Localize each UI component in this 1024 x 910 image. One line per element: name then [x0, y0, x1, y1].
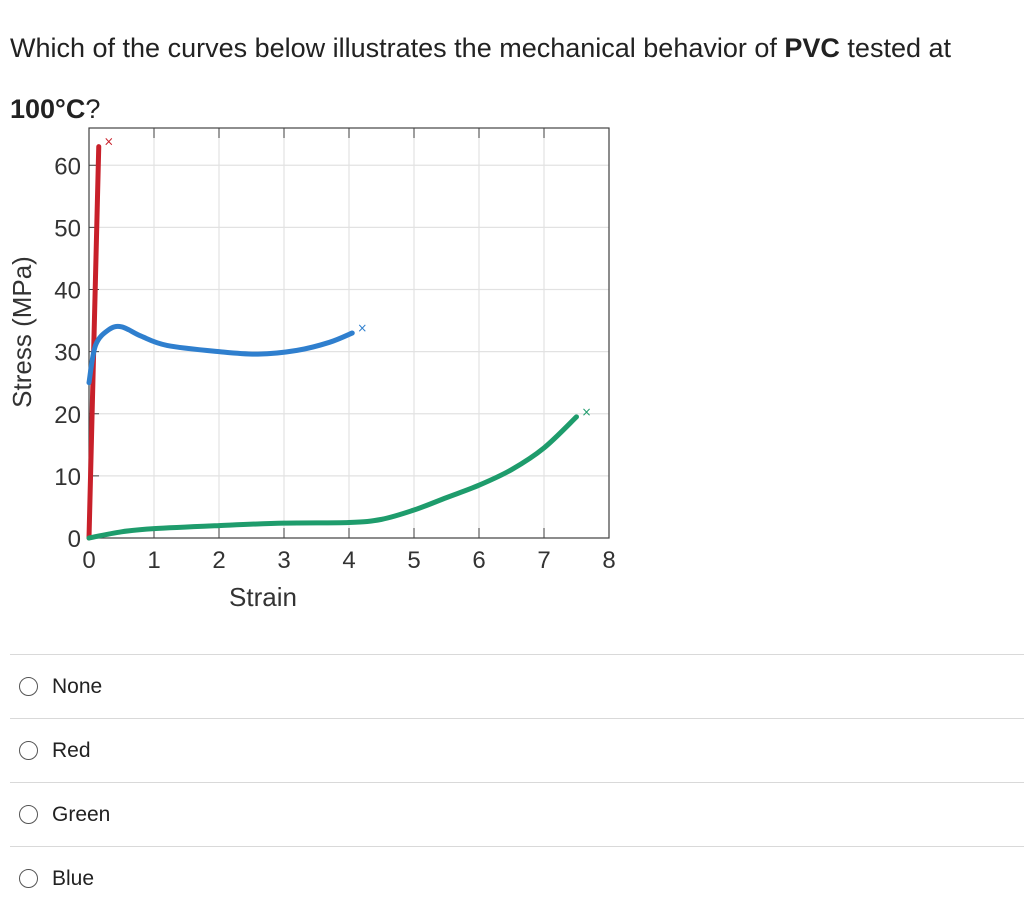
- y-tick-label: 20: [54, 402, 81, 429]
- option-label: Blue: [52, 866, 95, 890]
- option-green[interactable]: Green: [10, 782, 1024, 846]
- x-tick-label: 5: [407, 547, 420, 574]
- x-tick-label: 4: [342, 547, 355, 574]
- break-marker: ×: [104, 135, 114, 149]
- x-tick-label: 0: [82, 547, 95, 574]
- x-tick-label: 3: [277, 547, 290, 574]
- break-marker: ×: [582, 405, 592, 419]
- x-tick-label: 6: [472, 547, 485, 574]
- option-none[interactable]: None: [10, 654, 1024, 718]
- break-marker: ×: [357, 321, 367, 335]
- y-tick-label: 60: [54, 153, 81, 180]
- x-tick-label: 8: [602, 547, 615, 574]
- x-axis-label: Strain: [229, 582, 297, 612]
- y-tick-label: 50: [54, 215, 81, 242]
- radio-button[interactable]: [19, 805, 38, 824]
- option-red[interactable]: Red: [10, 718, 1024, 782]
- question-temperature: 100°C: [10, 94, 86, 124]
- x-tick-label: 2: [212, 547, 225, 574]
- option-label: None: [52, 674, 103, 698]
- y-tick-label: 40: [54, 278, 81, 305]
- option-label: Green: [52, 802, 111, 826]
- y-tick-label: 0: [68, 526, 81, 553]
- x-tick-label: 1: [147, 547, 160, 574]
- radio-button[interactable]: [19, 677, 38, 696]
- y-tick-label: 30: [54, 340, 81, 367]
- x-tick-label: 7: [537, 547, 550, 574]
- question-text: Which of the curves below illustrates th…: [10, 18, 1010, 140]
- y-axis-label: Stress (MPa): [7, 256, 37, 408]
- option-label: Red: [52, 738, 91, 762]
- question-suffix: ?: [85, 94, 101, 124]
- series-line-1: [86, 323, 355, 386]
- radio-button[interactable]: [19, 741, 38, 760]
- stress-strain-chart: 0 1 2 3 4 5 6 7 8 0 10 20 30 40 50 60 Strain Stress (MPa)…: [0, 120, 640, 620]
- question-middle: tested at: [839, 33, 951, 63]
- radio-button[interactable]: [19, 869, 38, 888]
- question-material: PVC: [784, 33, 840, 63]
- y-tick-label: 10: [54, 464, 81, 491]
- series-line-2: [86, 414, 579, 541]
- question-prefix: Which of the curves below illustrates th…: [10, 33, 785, 63]
- answer-options: None Red Green Blue: [10, 654, 1024, 910]
- series-line-0: [86, 144, 102, 541]
- option-blue[interactable]: Blue: [10, 846, 1024, 910]
- chart-svg: 0 1 2 3 4 5 6 7 8 0 10 20 30 40 50 60 Strain Stress (MPa)…: [7, 127, 616, 612]
